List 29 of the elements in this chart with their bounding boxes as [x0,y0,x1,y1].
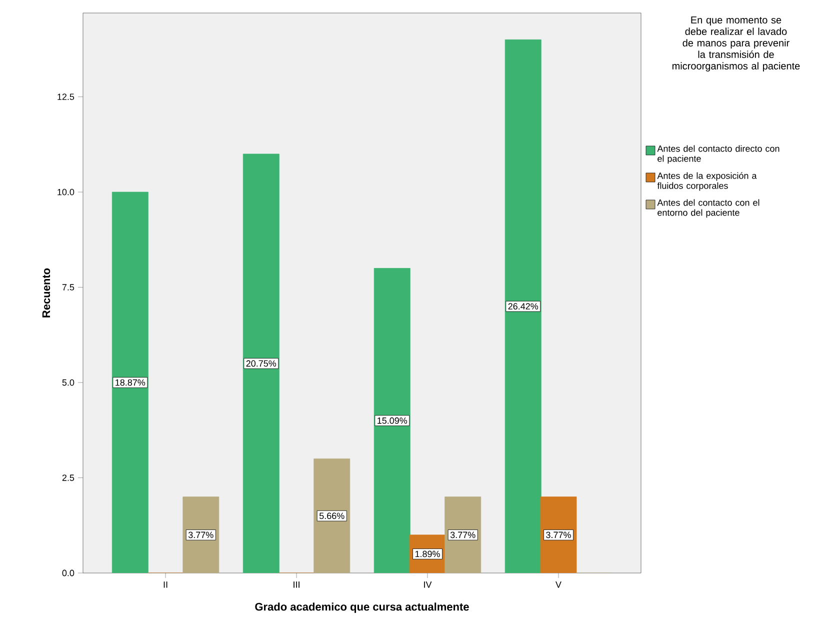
y-tick-label: 0.0 [62,570,74,576]
y-tick-label: 10.0 [58,188,74,196]
legend-label: Antes del contacto directo con el paciente [657,145,780,164]
legend-title: En que momento se debe realizar el lavado de manos para prevenir la transmisión de microorganismos al paciente [672,16,800,72]
annotation: 5.66% [319,512,344,520]
y-tick-label: 2.5 [62,474,74,481]
annotation: 26.42% [508,303,538,310]
annotation: 1.89% [415,550,440,558]
x-axis-title: Grado academico que cursa actualmente [255,602,469,613]
x-tick-label: III [294,582,300,588]
annotation: 15.09% [378,417,408,424]
x-tick-label: II [164,582,168,588]
y-tick-label: 7.5 [62,284,74,290]
y-tick-label: 5.0 [62,379,74,386]
bar [374,268,410,573]
y-axis-title: Recuento [42,268,50,318]
x-tick-label: V [556,582,562,588]
legend-label: Antes de la exposición a fluidos corporales [657,172,757,191]
annotation: 20.75% [246,360,276,367]
annotation: 3.77% [188,532,214,538]
annotation: 18.87% [116,379,146,386]
bar [242,154,280,573]
bar [112,192,148,573]
annotation: 3.77% [450,532,476,538]
legend-label: Antes del contacto con el entorno del paciente [657,199,760,218]
y-tick-label: 12.5 [58,94,74,100]
x-tick-label: IV [424,582,432,588]
bar [504,39,542,573]
annotation: 3.77% [546,532,571,538]
